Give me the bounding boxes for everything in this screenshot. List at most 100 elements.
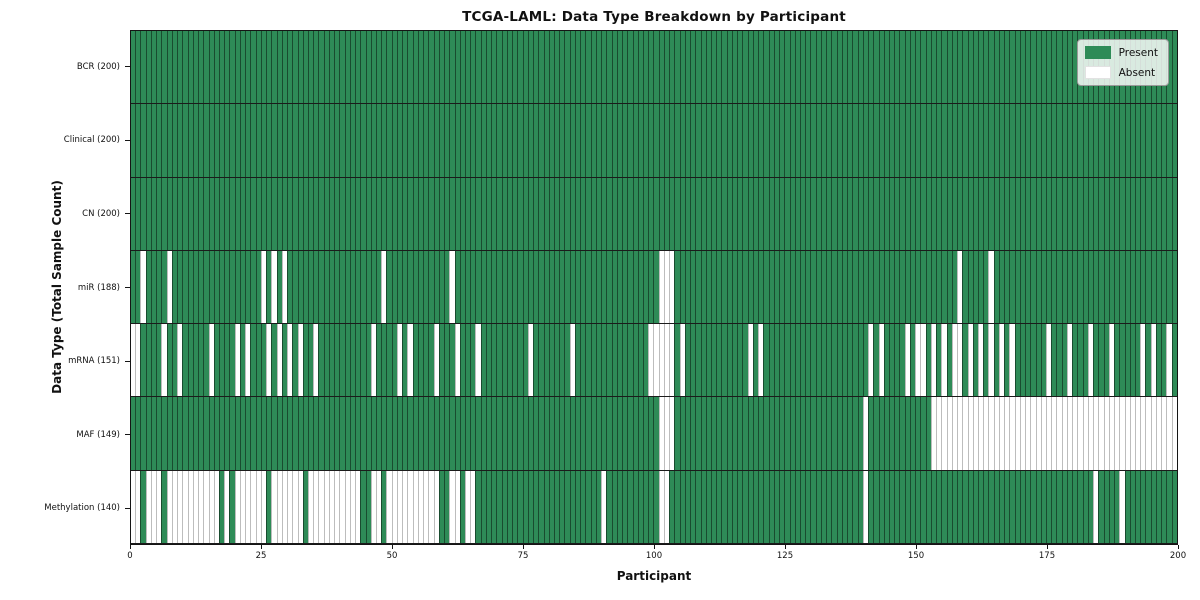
matrix-cell xyxy=(1056,250,1062,324)
matrix-cell xyxy=(307,250,314,324)
matrix-cell xyxy=(135,324,141,397)
matrix-cell xyxy=(198,470,204,543)
matrix-cell xyxy=(323,177,329,250)
matrix-cell xyxy=(752,104,759,177)
matrix-cell xyxy=(150,470,157,543)
matrix-cell xyxy=(323,104,329,177)
matrix-cell xyxy=(161,104,167,177)
matrix-cell xyxy=(1077,250,1083,324)
matrix-cell xyxy=(580,31,586,104)
matrix-cell xyxy=(690,397,696,470)
matrix-cell xyxy=(203,31,209,104)
matrix-cell xyxy=(747,324,753,397)
matrix-cell xyxy=(721,177,727,250)
matrix-cell xyxy=(815,470,821,543)
matrix-cell xyxy=(323,324,329,397)
matrix-cell xyxy=(355,177,361,250)
legend-entry-present: Present xyxy=(1084,46,1158,59)
matrix-cell xyxy=(349,470,356,543)
matrix-cell xyxy=(705,177,712,250)
matrix-cell xyxy=(653,250,659,324)
matrix-cell xyxy=(245,397,251,470)
matrix-cell xyxy=(349,397,356,470)
matrix-cell xyxy=(1087,324,1094,397)
matrix-cell xyxy=(386,177,392,250)
matrix-cell xyxy=(166,104,172,177)
absent-swatch xyxy=(1084,66,1111,79)
x-tick-mark xyxy=(1046,545,1048,549)
matrix-cell xyxy=(1114,177,1120,250)
matrix-cell xyxy=(501,250,507,324)
matrix-cell xyxy=(627,104,633,177)
matrix-cell xyxy=(150,177,157,250)
matrix-cell xyxy=(679,397,685,470)
matrix-cell xyxy=(239,250,246,324)
matrix-cell xyxy=(140,324,146,397)
matrix-cell xyxy=(805,250,811,324)
matrix-cell xyxy=(438,250,445,324)
matrix-cell xyxy=(585,31,591,104)
matrix-cell xyxy=(998,177,1005,250)
matrix-cell xyxy=(522,177,528,250)
matrix-cell xyxy=(957,177,963,250)
matrix-cell xyxy=(533,177,539,250)
plot-area: Present Absent xyxy=(130,30,1178,545)
matrix-cell xyxy=(553,104,560,177)
matrix-cell xyxy=(485,31,492,104)
matrix-cell xyxy=(543,104,549,177)
matrix-cell xyxy=(642,31,649,104)
matrix-cell xyxy=(920,324,926,397)
matrix-cell xyxy=(868,104,874,177)
matrix-cell xyxy=(344,104,350,177)
matrix-cell xyxy=(1077,177,1083,250)
matrix-cell xyxy=(543,177,549,250)
matrix-cell xyxy=(161,397,167,470)
matrix-row-mRNA xyxy=(131,324,1177,398)
matrix-cell xyxy=(1140,250,1146,324)
matrix-cell xyxy=(281,397,288,470)
matrix-cell xyxy=(381,31,387,104)
matrix-cell xyxy=(480,177,486,250)
matrix-cell xyxy=(768,324,774,397)
matrix-cell xyxy=(826,324,832,397)
matrix-cell xyxy=(909,470,916,543)
matrix-cell xyxy=(1040,31,1047,104)
matrix-cell xyxy=(208,31,214,104)
matrix-cell xyxy=(758,31,764,104)
matrix-cell xyxy=(894,397,900,470)
matrix-cell xyxy=(302,104,308,177)
matrix-cell xyxy=(1098,397,1104,470)
matrix-cell xyxy=(941,177,947,250)
matrix-cell xyxy=(669,470,675,543)
matrix-cell xyxy=(533,470,539,543)
matrix-cell xyxy=(800,324,806,397)
matrix-cell xyxy=(737,470,743,543)
matrix-cell xyxy=(658,397,664,470)
y-tick-label-BCR: BCR (200) xyxy=(76,61,120,72)
matrix-cell xyxy=(412,397,418,470)
matrix-cell xyxy=(1103,470,1109,543)
matrix-cell xyxy=(1082,397,1088,470)
matrix-cell xyxy=(1087,397,1094,470)
matrix-cell xyxy=(527,250,534,324)
matrix-cell xyxy=(601,250,607,324)
matrix-cell xyxy=(831,177,837,250)
matrix-cell xyxy=(465,31,471,104)
matrix-cell xyxy=(1051,177,1057,250)
matrix-cell xyxy=(841,397,848,470)
matrix-cell xyxy=(888,250,895,324)
matrix-cell xyxy=(773,104,780,177)
matrix-cell xyxy=(506,31,513,104)
matrix-cell xyxy=(187,31,193,104)
matrix-cell xyxy=(721,250,727,324)
matrix-cell xyxy=(1014,31,1020,104)
matrix-cell xyxy=(402,397,408,470)
matrix-cell xyxy=(847,31,853,104)
matrix-cell xyxy=(334,470,340,543)
matrix-cell xyxy=(135,177,141,250)
matrix-cell xyxy=(831,31,837,104)
matrix-cell xyxy=(491,31,497,104)
matrix-cell xyxy=(1114,324,1120,397)
matrix-cell xyxy=(946,250,952,324)
matrix-cell xyxy=(496,250,502,324)
